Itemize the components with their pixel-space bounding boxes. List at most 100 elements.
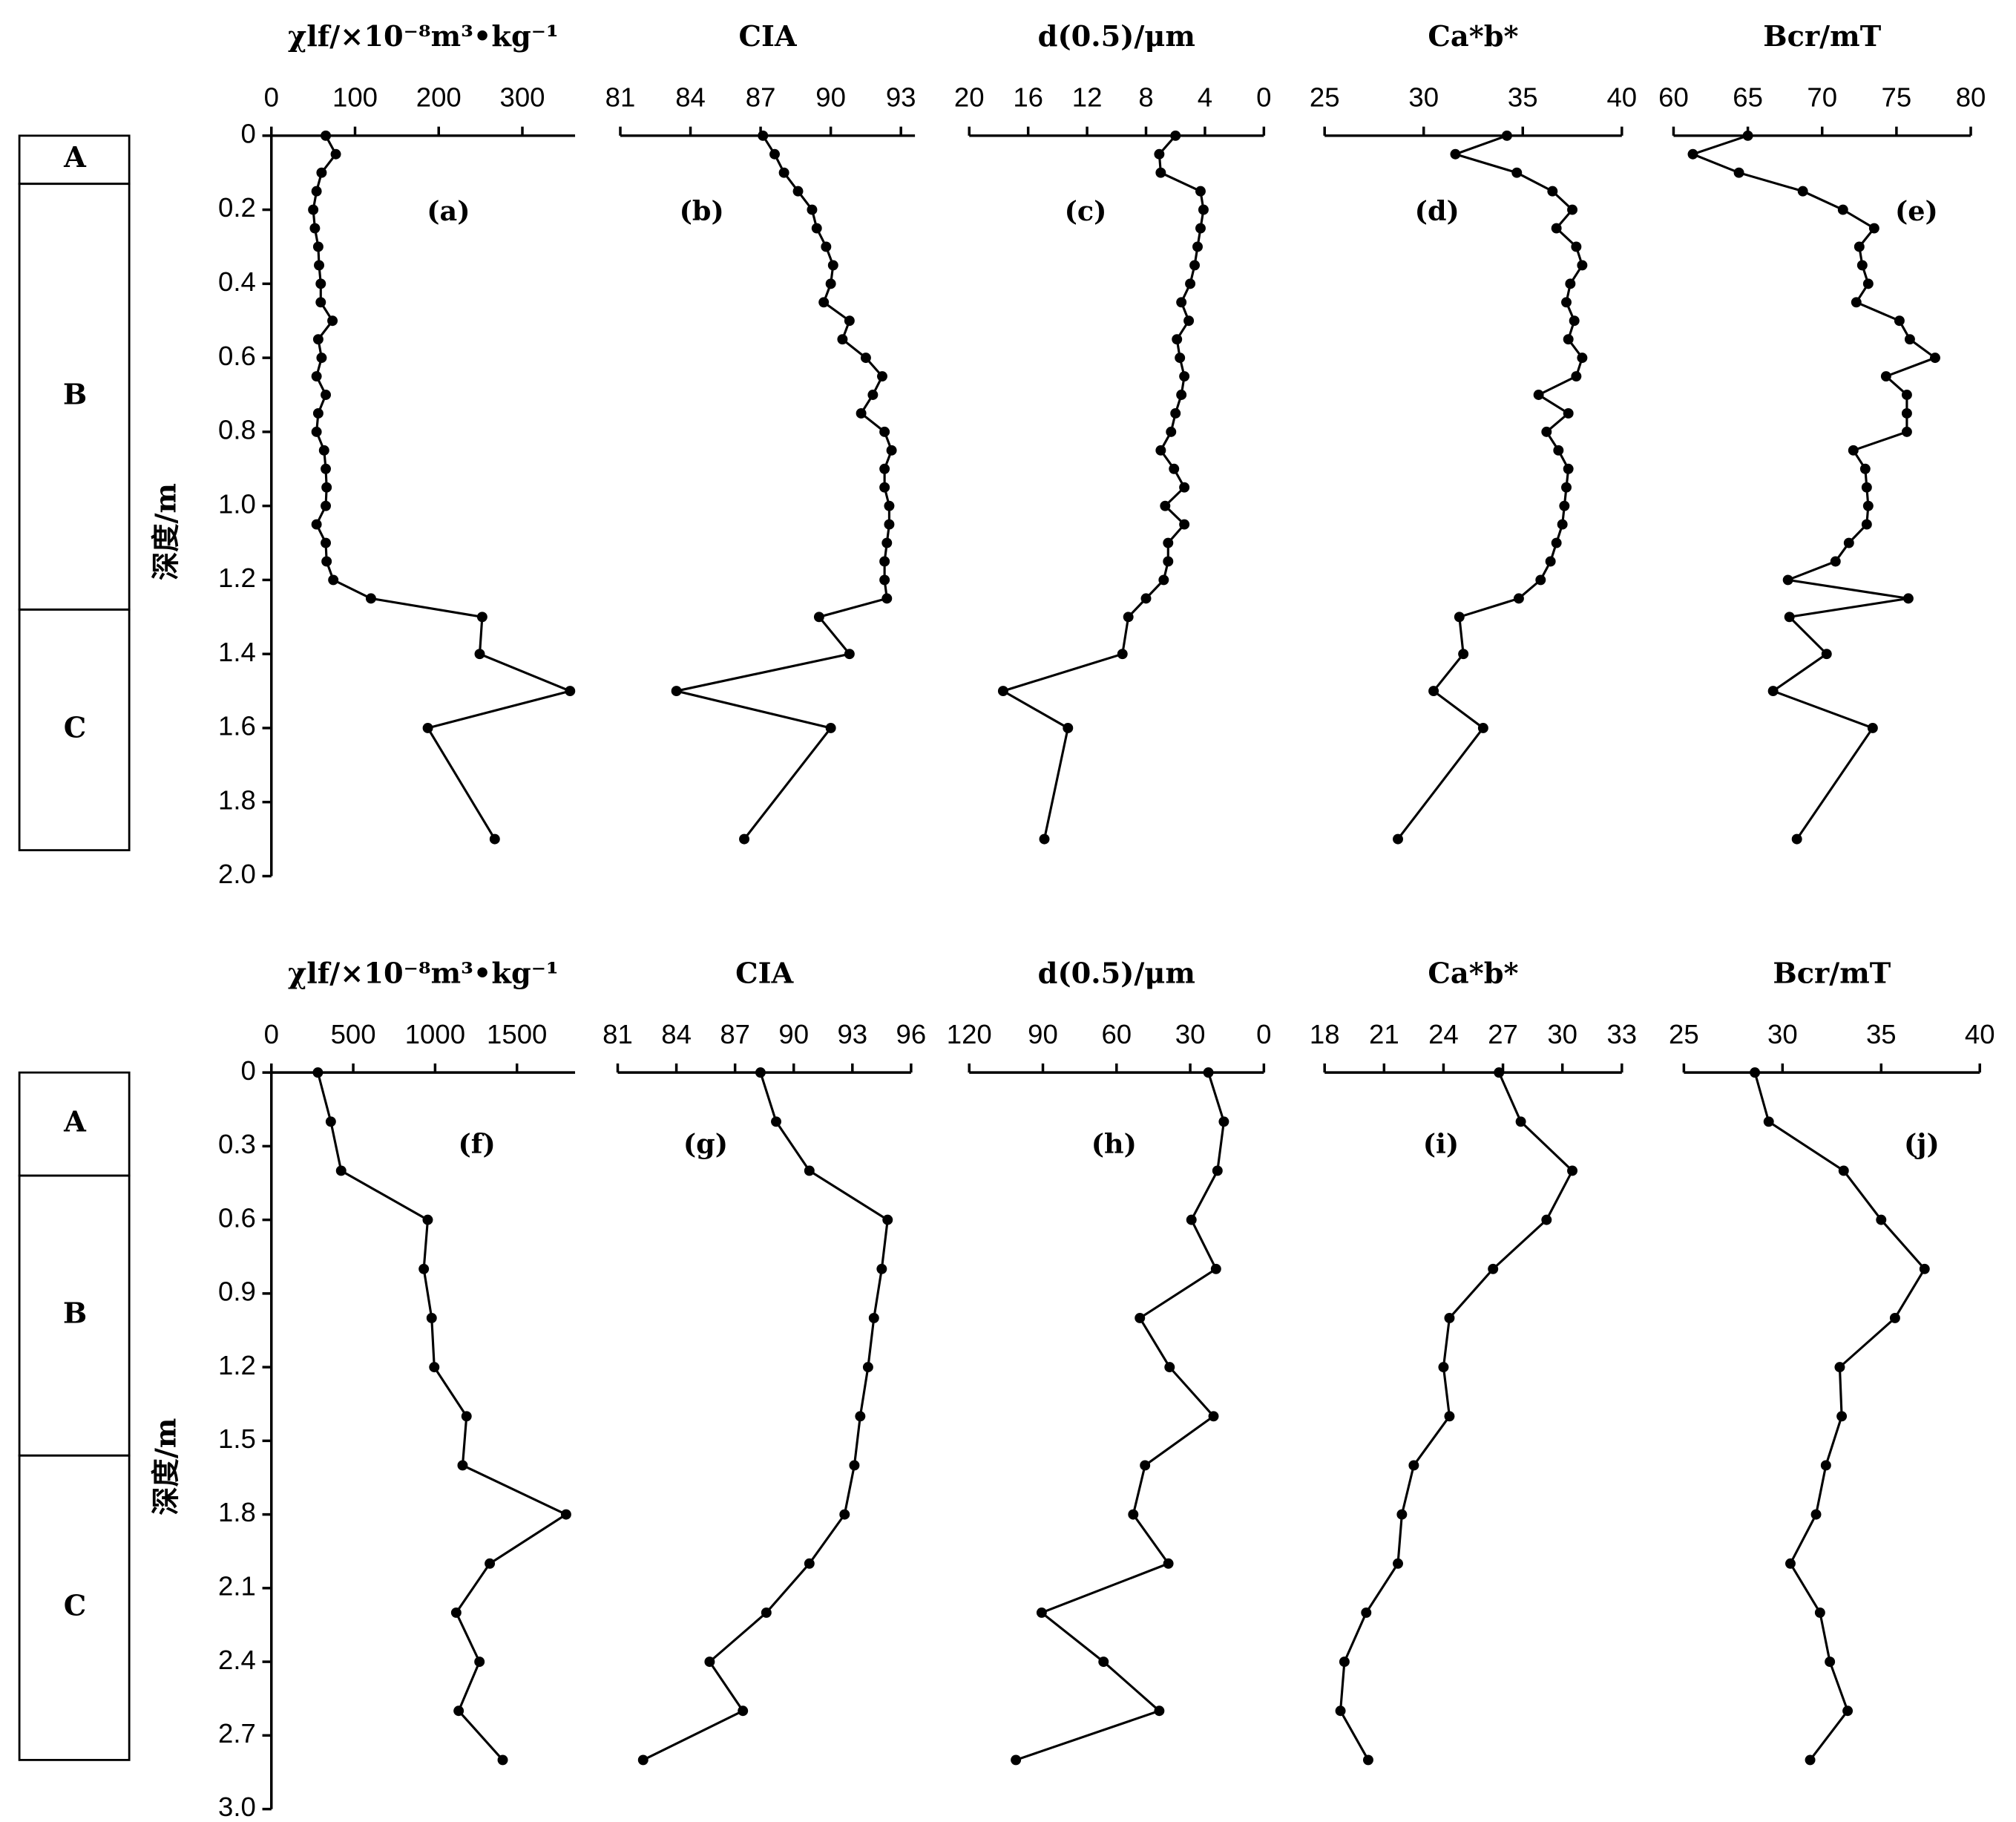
data-point — [1830, 556, 1841, 567]
data-point — [1901, 390, 1912, 400]
x-tick-label: 300 — [500, 82, 545, 113]
data-point — [311, 519, 322, 530]
x-tick-label: 200 — [416, 82, 462, 113]
data-point — [739, 833, 750, 845]
data-point — [1444, 1411, 1455, 1422]
data-point — [637, 1754, 649, 1766]
data-point — [1208, 1411, 1219, 1422]
y-tick-label: 0.6 — [218, 1202, 256, 1233]
data-point — [316, 167, 327, 178]
x-tick-label: 35 — [1508, 82, 1538, 113]
data-point — [1810, 1509, 1822, 1520]
x-tick-label: 84 — [661, 1019, 692, 1049]
data-point — [474, 1656, 485, 1668]
data-point — [1854, 241, 1865, 252]
data-point — [489, 833, 500, 845]
data-point — [1569, 315, 1580, 327]
data-point — [1919, 1263, 1930, 1274]
x-tick-label: 81 — [602, 1019, 633, 1049]
x-tick-label: 21 — [1369, 1019, 1399, 1049]
panel-title: χlf/×10⁻⁸m³•kg⁻¹ — [288, 957, 559, 991]
data-point — [308, 204, 319, 215]
data-point — [316, 353, 327, 364]
data-point — [1557, 519, 1568, 530]
data-point — [1563, 407, 1574, 419]
data-point — [1158, 574, 1169, 586]
x-tick-label: 40 — [1965, 1019, 1995, 1049]
data-point — [849, 1460, 860, 1471]
data-point — [1494, 1067, 1505, 1078]
profile-line — [312, 135, 574, 840]
data-point — [453, 1705, 464, 1717]
data-point — [1797, 186, 1808, 197]
data-point — [497, 1754, 508, 1766]
data-point — [1362, 1754, 1373, 1766]
data-point — [884, 500, 895, 511]
data-point — [1577, 353, 1588, 364]
data-point — [879, 574, 890, 586]
data-point — [818, 297, 830, 308]
data-point — [1458, 649, 1469, 660]
data-point — [1563, 334, 1574, 345]
data-point — [1172, 334, 1183, 345]
data-point — [1750, 1067, 1761, 1078]
data-point — [1742, 130, 1753, 141]
data-point — [879, 556, 890, 567]
data-point — [1335, 1705, 1346, 1717]
data-point — [1862, 500, 1874, 511]
data-point — [321, 390, 332, 400]
data-point — [1195, 223, 1206, 234]
data-point — [1135, 1312, 1146, 1323]
data-point — [1163, 537, 1174, 548]
x-tick-label: 0 — [264, 1019, 279, 1049]
panel-title: Bcr/mT — [1763, 20, 1881, 53]
data-point — [1154, 1705, 1165, 1717]
x-tick-label: 40 — [1606, 82, 1637, 113]
profile-line — [643, 1072, 889, 1761]
data-point — [422, 722, 433, 733]
horizon-label: C — [64, 1589, 86, 1622]
data-point — [318, 445, 329, 456]
panel-title: Bcr/mT — [1773, 957, 1891, 991]
y-tick-label: 1.8 — [218, 784, 256, 815]
data-point — [1837, 204, 1848, 215]
panel-label: (j) — [1904, 1128, 1940, 1160]
data-point — [769, 148, 780, 160]
data-point — [1117, 649, 1128, 660]
data-point — [1164, 1362, 1175, 1373]
data-point — [876, 1263, 887, 1274]
data-point — [311, 186, 322, 197]
data-point — [315, 297, 326, 308]
y-tick-label: 1.6 — [218, 711, 256, 741]
data-point — [485, 1558, 496, 1569]
data-point — [807, 204, 818, 215]
data-point — [321, 130, 332, 141]
horizon-box — [18, 1454, 131, 1761]
data-point — [811, 223, 822, 234]
y-tick-label: 0.4 — [218, 266, 256, 297]
data-point — [1176, 390, 1187, 400]
data-point — [1843, 537, 1854, 548]
x-tick-label: 100 — [332, 82, 378, 113]
x-tick-label: 75 — [1882, 82, 1912, 113]
data-point — [884, 519, 895, 530]
data-point — [321, 482, 332, 493]
data-point — [1511, 167, 1523, 178]
data-point — [879, 482, 890, 493]
x-tick-label: 90 — [815, 82, 846, 113]
data-point — [1063, 722, 1074, 733]
data-point — [1851, 297, 1862, 308]
data-point — [1198, 204, 1209, 215]
data-point — [311, 371, 322, 382]
data-point — [821, 241, 832, 252]
horizon-box — [18, 608, 131, 851]
data-point — [1547, 186, 1558, 197]
data-point — [804, 1558, 815, 1569]
x-tick-label: 65 — [1733, 82, 1763, 113]
data-point — [1859, 463, 1871, 474]
x-tick-label: 16 — [1013, 82, 1043, 113]
data-point — [886, 445, 897, 456]
data-point — [1428, 686, 1439, 697]
data-point — [1450, 148, 1461, 160]
